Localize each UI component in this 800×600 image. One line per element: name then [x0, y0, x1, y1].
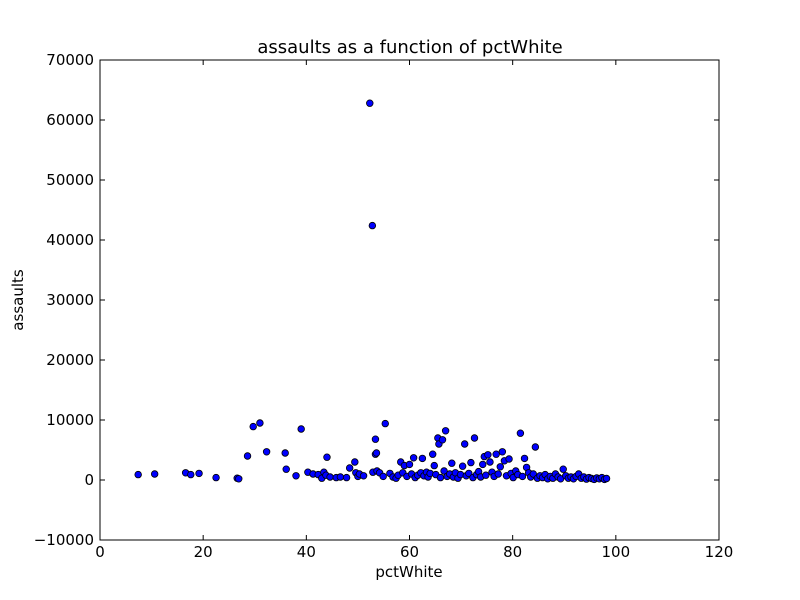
y-axis-label: assaults	[9, 269, 27, 331]
y-tick-label: 70000	[46, 51, 94, 69]
data-point	[430, 461, 438, 470]
data-point	[467, 458, 475, 467]
data-point	[482, 471, 490, 479]
x-axis-label: pctWhite	[375, 563, 442, 581]
data-point	[516, 429, 525, 437]
data-point	[492, 450, 500, 458]
data-point	[470, 434, 479, 442]
y-tick-label: 40000	[46, 231, 94, 249]
data-point	[326, 473, 334, 481]
data-point	[379, 472, 387, 481]
data-point	[249, 422, 257, 431]
data-point	[405, 460, 414, 469]
data-point	[336, 473, 345, 481]
data-point	[460, 440, 469, 448]
y-tick-label: 50000	[46, 171, 94, 189]
data-point	[292, 472, 300, 480]
y-tick-label: 30000	[46, 291, 94, 309]
y-tick-label: 0	[84, 471, 94, 489]
data-point	[195, 469, 203, 478]
points-layer	[134, 99, 611, 484]
data-point	[429, 450, 437, 458]
data-point	[282, 465, 290, 473]
data-point	[243, 452, 252, 460]
data-point	[418, 454, 427, 463]
data-point	[359, 472, 368, 480]
data-point	[134, 470, 142, 479]
ticks-layer: 0 20 40 60 80 100 120−100000100002000030000400…	[34, 51, 734, 561]
x-tick-label: 20	[194, 543, 213, 561]
data-point	[371, 435, 380, 443]
data-point	[256, 419, 264, 427]
data-point	[297, 425, 305, 433]
y-tick-label: 60000	[46, 111, 94, 129]
data-point	[458, 462, 467, 470]
x-tick-label: 60	[400, 543, 419, 561]
chart-title: assaults as a function of pctWhite	[257, 37, 562, 58]
data-point	[559, 465, 567, 473]
data-point	[479, 460, 487, 469]
data-point	[531, 443, 540, 451]
data-point	[448, 459, 456, 467]
data-point	[235, 475, 243, 483]
data-point	[520, 454, 529, 463]
y-tick-label: 10000	[46, 411, 94, 429]
data-point	[484, 451, 492, 459]
data-point	[440, 467, 448, 475]
data-point	[150, 470, 159, 478]
data-point	[602, 474, 611, 483]
data-point	[438, 436, 447, 444]
data-point	[262, 448, 271, 456]
x-tick-label: 40	[297, 543, 316, 561]
data-point	[212, 473, 220, 482]
data-point	[518, 472, 527, 481]
data-point	[342, 473, 351, 482]
data-point	[187, 470, 195, 479]
data-point	[494, 470, 502, 478]
data-point	[505, 455, 513, 463]
data-point	[366, 99, 374, 107]
data-point	[441, 427, 450, 435]
data-point	[486, 458, 494, 466]
x-tick-label: 100	[602, 543, 631, 561]
y-tick-label: −10000	[34, 531, 94, 549]
y-tick-label: 20000	[46, 351, 94, 369]
data-point	[345, 464, 354, 472]
x-tick-label: 120	[705, 543, 734, 561]
x-tick-label: 0	[95, 543, 105, 561]
data-point	[351, 458, 359, 466]
data-point	[496, 463, 504, 471]
x-tick-label: 80	[503, 543, 522, 561]
data-point	[368, 221, 377, 230]
data-point	[372, 449, 381, 457]
data-point	[436, 473, 445, 482]
data-point	[409, 454, 418, 462]
data-point	[498, 448, 507, 456]
data-point	[281, 449, 289, 457]
data-point	[323, 453, 331, 461]
data-point	[381, 419, 389, 428]
